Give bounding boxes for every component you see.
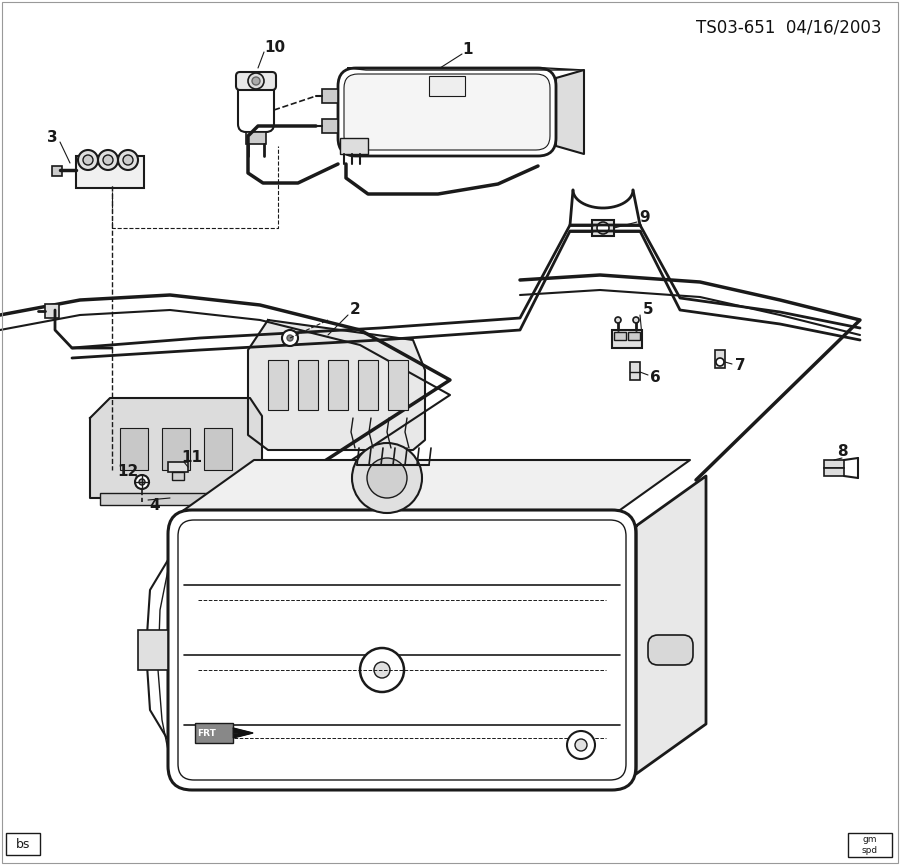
Text: 3: 3 (47, 131, 58, 145)
Text: 12: 12 (117, 465, 139, 479)
Circle shape (287, 335, 293, 341)
Bar (824, 468, 844, 476)
Circle shape (615, 317, 621, 323)
Circle shape (575, 739, 587, 751)
Bar (80, 168, 96, 186)
Bar (268, 360, 288, 410)
Bar (388, 360, 408, 410)
Bar (76, 156, 144, 188)
Circle shape (367, 458, 407, 498)
Polygon shape (636, 476, 706, 774)
Polygon shape (248, 320, 425, 450)
Bar (298, 360, 318, 410)
Text: 10: 10 (265, 41, 285, 55)
Bar (322, 119, 338, 133)
Circle shape (252, 77, 260, 85)
Bar (45, 304, 59, 318)
Bar (100, 168, 116, 186)
Circle shape (597, 222, 609, 234)
Bar (358, 360, 378, 410)
FancyBboxPatch shape (168, 510, 636, 790)
Circle shape (248, 73, 264, 89)
Bar (340, 138, 368, 154)
Circle shape (716, 358, 724, 366)
Bar (195, 723, 233, 743)
Text: 1: 1 (463, 42, 473, 57)
Bar (328, 360, 348, 410)
Bar (592, 220, 614, 236)
Circle shape (98, 150, 118, 170)
Polygon shape (90, 398, 262, 498)
Bar (630, 362, 640, 380)
FancyBboxPatch shape (238, 80, 274, 132)
Bar (172, 472, 184, 480)
Polygon shape (184, 460, 690, 510)
Bar (6, 833, 40, 855)
Circle shape (352, 443, 422, 513)
Text: 8: 8 (837, 445, 847, 459)
Bar (52, 166, 62, 176)
Circle shape (282, 330, 298, 346)
Text: 2: 2 (349, 303, 360, 317)
Bar (715, 350, 725, 368)
Circle shape (103, 155, 113, 165)
Bar (614, 332, 626, 340)
Circle shape (139, 479, 145, 485)
Bar (162, 428, 190, 470)
Circle shape (374, 662, 390, 678)
Polygon shape (233, 728, 253, 738)
Bar (848, 833, 892, 857)
Text: 4: 4 (149, 497, 160, 512)
Bar (612, 330, 642, 348)
FancyBboxPatch shape (344, 74, 550, 150)
Bar (204, 428, 232, 470)
Text: 11: 11 (182, 451, 202, 465)
Bar (120, 168, 136, 186)
FancyBboxPatch shape (236, 72, 276, 90)
Text: gm
spd: gm spd (862, 836, 878, 855)
Text: 5: 5 (643, 303, 653, 317)
Polygon shape (348, 68, 584, 70)
Bar (138, 630, 168, 670)
Bar (628, 332, 640, 340)
Polygon shape (556, 70, 584, 154)
Text: TS03-651  04/16/2003: TS03-651 04/16/2003 (697, 18, 882, 36)
Text: 9: 9 (640, 210, 651, 226)
Circle shape (360, 648, 404, 692)
Bar (824, 460, 844, 468)
Bar (246, 132, 266, 144)
Bar (100, 493, 250, 505)
FancyBboxPatch shape (338, 68, 556, 156)
Circle shape (633, 317, 639, 323)
Circle shape (118, 150, 138, 170)
Circle shape (135, 475, 149, 489)
Text: 7: 7 (734, 357, 745, 373)
Text: FRT: FRT (198, 728, 216, 738)
Bar (168, 462, 188, 472)
Circle shape (567, 731, 595, 759)
Bar (120, 428, 148, 470)
Text: bs: bs (16, 837, 31, 850)
FancyBboxPatch shape (648, 635, 693, 665)
Bar (322, 89, 338, 103)
Circle shape (83, 155, 93, 165)
Bar (429, 76, 465, 96)
Text: 6: 6 (650, 370, 661, 386)
Circle shape (78, 150, 98, 170)
Circle shape (123, 155, 133, 165)
